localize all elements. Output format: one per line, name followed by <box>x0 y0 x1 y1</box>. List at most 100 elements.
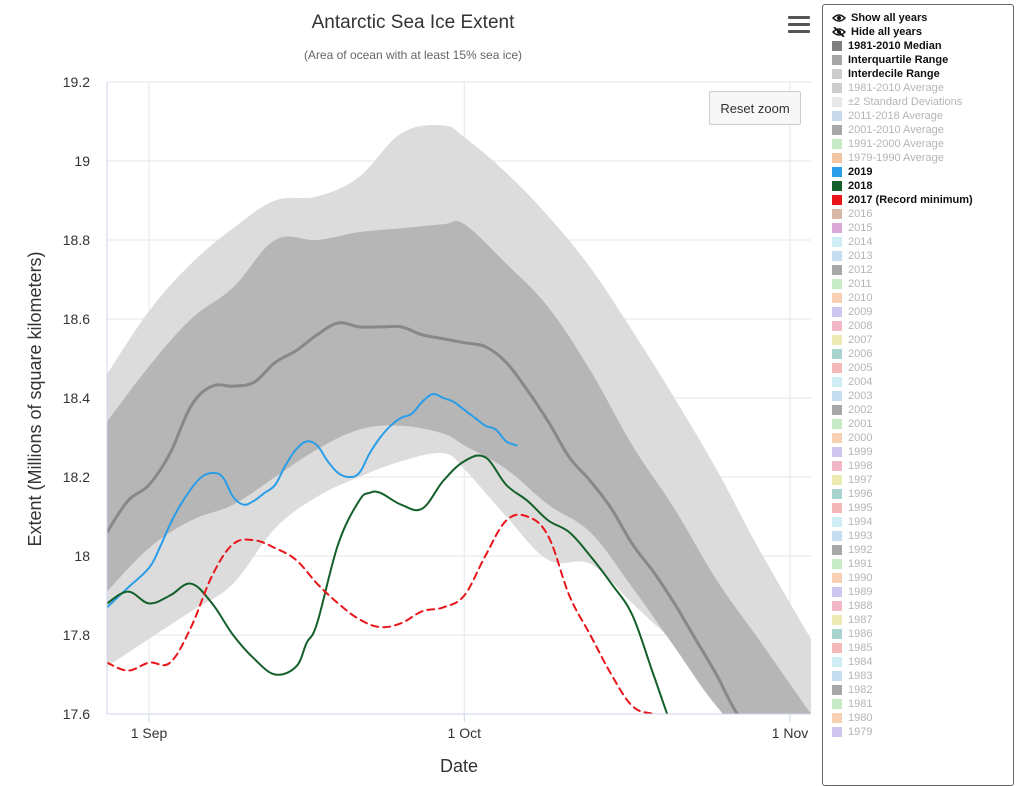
hide-all-years-label: Hide all years <box>851 26 922 38</box>
legend-label: 1984 <box>848 656 873 668</box>
legend-item[interactable]: 1981-2010 Average <box>832 81 1013 95</box>
legend-label: 2009 <box>848 306 873 318</box>
legend-swatch <box>832 405 842 415</box>
legend-item[interactable]: 1993 <box>832 529 1013 543</box>
legend-swatch <box>832 517 842 527</box>
legend-swatch <box>832 447 842 457</box>
legend-item[interactable]: 1981 <box>832 697 1013 711</box>
legend-item[interactable]: 1997 <box>832 473 1013 487</box>
legend-label: 1985 <box>848 642 873 654</box>
legend-item[interactable]: 1988 <box>832 599 1013 613</box>
legend-item[interactable]: 1987 <box>832 613 1013 627</box>
legend-item[interactable]: 2000 <box>832 431 1013 445</box>
legend-swatch <box>832 265 842 275</box>
legend-item[interactable]: 2005 <box>832 361 1013 375</box>
legend-item[interactable]: Interquartile Range <box>832 53 1013 67</box>
legend-swatch <box>832 195 842 205</box>
legend-label: 1991-2000 Average <box>848 138 944 150</box>
legend-swatch <box>832 111 842 121</box>
legend-item[interactable]: 2011-2018 Average <box>832 109 1013 123</box>
legend-item[interactable]: 2004 <box>832 375 1013 389</box>
legend-label: 1979-1990 Average <box>848 152 944 164</box>
legend-label: 1996 <box>848 488 873 500</box>
legend-item[interactable]: 2010 <box>832 291 1013 305</box>
legend-item[interactable]: 2006 <box>832 347 1013 361</box>
legend-item[interactable]: 1980 <box>832 711 1013 725</box>
y-tick-label: 17.8 <box>63 627 90 643</box>
series-line-2019 <box>107 392 518 609</box>
show-all-years-button[interactable]: Show all years <box>832 11 1013 25</box>
legend-item[interactable]: 1998 <box>832 459 1013 473</box>
chart-title: Antarctic Sea Ice Extent <box>312 12 515 33</box>
legend-label: 2019 <box>848 166 873 178</box>
legend-item[interactable]: 2019 <box>832 165 1013 179</box>
legend-item[interactable]: 1982 <box>832 683 1013 697</box>
series-line-1981-2010-median <box>107 321 740 714</box>
legend-item[interactable]: Interdecile Range <box>832 67 1013 81</box>
legend-item[interactable]: 1983 <box>832 669 1013 683</box>
legend-item[interactable]: 1979-1990 Average <box>832 151 1013 165</box>
legend-swatch <box>832 181 842 191</box>
legend-panel: Show all years Hide all years 1981-2010 … <box>822 4 1014 786</box>
legend-item[interactable]: 2002 <box>832 403 1013 417</box>
legend-item[interactable]: 1992 <box>832 543 1013 557</box>
legend-swatch <box>832 41 842 51</box>
legend-item[interactable]: 2012 <box>832 263 1013 277</box>
legend-label: 2017 (Record minimum) <box>848 194 973 206</box>
legend-label: 1990 <box>848 572 873 584</box>
legend-item[interactable]: 1979 <box>832 725 1013 739</box>
legend-label: Interquartile Range <box>848 54 949 66</box>
legend-item[interactable]: 1995 <box>832 501 1013 515</box>
chart-menu-button[interactable] <box>788 16 810 36</box>
legend-item[interactable]: 1999 <box>832 445 1013 459</box>
legend-swatch <box>832 69 842 79</box>
legend-item[interactable]: 2015 <box>832 221 1013 235</box>
legend-item[interactable]: 2017 (Record minimum) <box>832 193 1013 207</box>
legend-label: 2013 <box>848 250 873 262</box>
legend-item[interactable]: 1994 <box>832 515 1013 529</box>
legend-label: 2018 <box>848 180 873 192</box>
legend-item[interactable]: ±2 Standard Deviations <box>832 95 1013 109</box>
legend-item[interactable]: 1986 <box>832 627 1013 641</box>
legend-swatch <box>832 97 842 107</box>
legend-label: 2004 <box>848 376 873 388</box>
legend-label: 2001 <box>848 418 873 430</box>
legend-swatch <box>832 587 842 597</box>
legend-item[interactable]: 2011 <box>832 277 1013 291</box>
legend-label: 2011-2018 Average <box>848 110 944 122</box>
legend-item[interactable]: 2001 <box>832 417 1013 431</box>
y-axis-title: Extent (Millions of square kilometers) <box>25 251 45 546</box>
legend-item[interactable]: 1981-2010 Median <box>832 39 1013 53</box>
legend-item[interactable]: 2009 <box>832 305 1013 319</box>
legend-item[interactable]: 1984 <box>832 655 1013 669</box>
legend-label: 2015 <box>848 222 873 234</box>
legend-item[interactable]: 1990 <box>832 571 1013 585</box>
legend-item[interactable]: 2007 <box>832 333 1013 347</box>
legend-item[interactable]: 2018 <box>832 179 1013 193</box>
legend-label: 1982 <box>848 684 873 696</box>
legend-item[interactable]: 2016 <box>832 207 1013 221</box>
legend-item[interactable]: 2001-2010 Average <box>832 123 1013 137</box>
legend-item[interactable]: 2013 <box>832 249 1013 263</box>
legend-item[interactable]: 1989 <box>832 585 1013 599</box>
hide-all-years-button[interactable]: Hide all years <box>832 25 1013 39</box>
legend-label: 2016 <box>848 208 873 220</box>
legend-swatch <box>832 671 842 681</box>
legend-item[interactable]: 1991 <box>832 557 1013 571</box>
legend-item[interactable]: 1991-2000 Average <box>832 137 1013 151</box>
legend-item[interactable]: 2014 <box>832 235 1013 249</box>
legend-item[interactable]: 2003 <box>832 389 1013 403</box>
plot-area[interactable] <box>107 125 811 753</box>
legend-swatch <box>832 307 842 317</box>
legend-label: 1999 <box>848 446 873 458</box>
legend-label: 1979 <box>848 726 873 738</box>
legend-items: 1981-2010 Median Interquartile Range Inter… <box>832 39 1013 739</box>
legend-label: 2011 <box>848 278 872 290</box>
legend-item[interactable]: 1996 <box>832 487 1013 501</box>
legend-label: 1987 <box>848 614 873 626</box>
reset-zoom-button[interactable]: Reset zoom <box>709 91 801 125</box>
legend-item[interactable]: 2008 <box>832 319 1013 333</box>
legend-swatch <box>832 601 842 611</box>
legend-swatch <box>832 223 842 233</box>
legend-item[interactable]: 1985 <box>832 641 1013 655</box>
